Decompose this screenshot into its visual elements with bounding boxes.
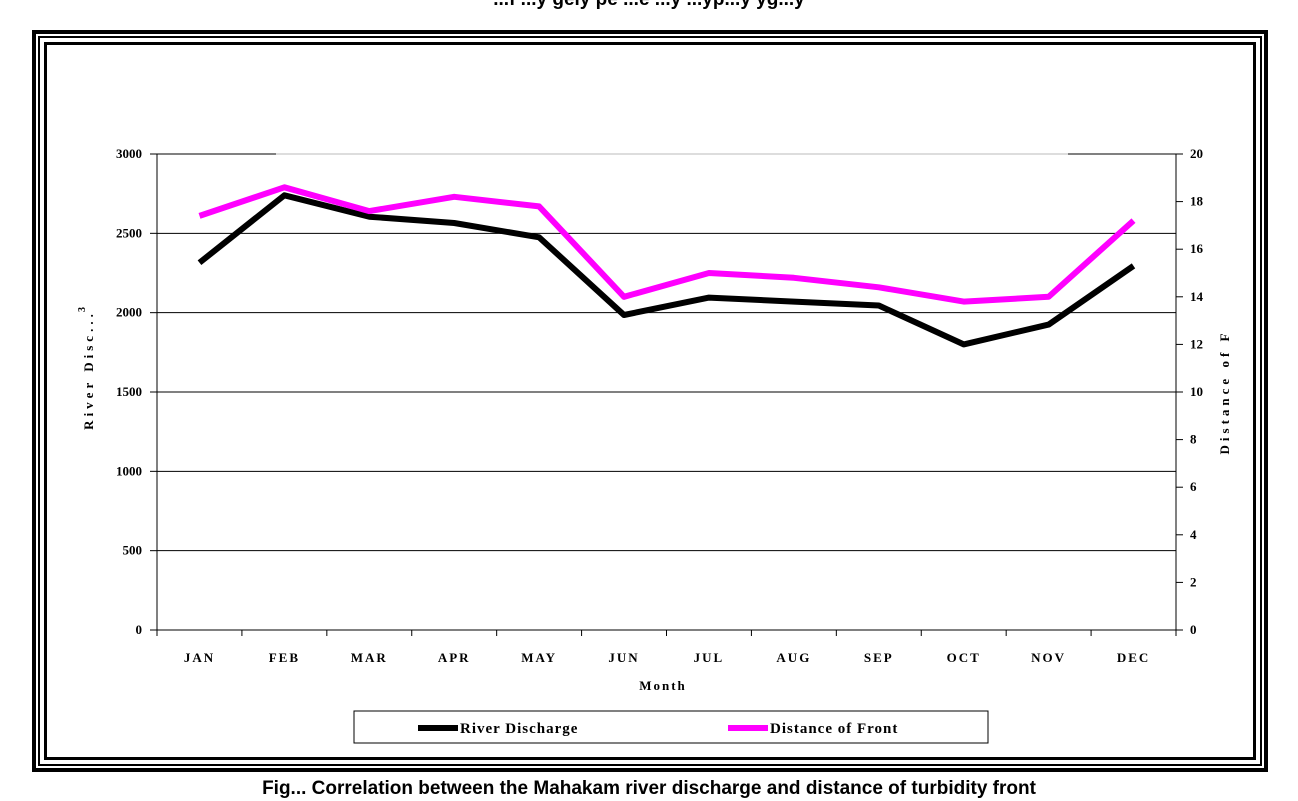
y-left-tick-label: 2500 (116, 225, 142, 240)
y-right-tick-label: 14 (1190, 289, 1204, 304)
x-tick-label-may: MAY (521, 650, 557, 665)
x-tick-label-sep: SEP (864, 650, 894, 665)
chart-frame-middle (38, 36, 1262, 766)
y-axis-right-title: Distance of F (1217, 330, 1232, 455)
y-right-tick-label: 20 (1190, 146, 1203, 161)
x-tick-label-feb: FEB (269, 650, 300, 665)
top-caption: ...f ...y gely pe ...e ...y ...yp...y yg… (0, 0, 1298, 11)
x-axis-title: Month (639, 678, 687, 693)
y-right-tick-label: 0 (1190, 622, 1197, 637)
y-right-tick-label: 16 (1190, 241, 1204, 256)
y-right-tick-label: 18 (1190, 194, 1204, 209)
y-left-tick-label: 0 (136, 622, 143, 637)
x-tick-label-oct: OCT (947, 650, 981, 665)
y-left-tick-label: 3000 (116, 146, 142, 161)
y-left-tick-label: 2000 (116, 305, 142, 320)
gridlines (157, 153, 1176, 552)
y-axis-left-title: River Disc... (81, 310, 96, 430)
legend-label-river-discharge: River Discharge (460, 721, 578, 737)
y-left-tick-label: 500 (123, 543, 143, 558)
x-tick-label-apr: APR (438, 650, 471, 665)
legend-label-distance-of-front: Distance of Front (770, 721, 898, 737)
y-right-tick-label: 4 (1190, 527, 1197, 542)
series-line-river-discharge (197, 192, 1136, 348)
axes: 0 500 1000 1500 2000 2500 3000 0 2 4 6 8 10 12 14 16 18 2… (116, 146, 1204, 665)
x-tick-label-aug: AUG (776, 650, 811, 665)
chart-frame-outer (32, 30, 1268, 772)
legend-box (353, 710, 989, 744)
series-lines (197, 184, 1136, 348)
y-axis-left-title-superscript: 3 (77, 307, 88, 312)
x-tick-label-nov: NOV (1031, 650, 1066, 665)
y-right-tick-label: 2 (1190, 574, 1197, 589)
x-tick-label-jun: JUN (608, 650, 639, 665)
y-right-tick-label: 8 (1190, 432, 1197, 447)
chart-frame-inner (44, 42, 1256, 760)
series-line-distance-of-front (198, 184, 1136, 305)
legend: River Discharge Distance of Front (353, 710, 989, 744)
y-right-tick-label: 12 (1190, 336, 1203, 351)
y-right-tick-label: 10 (1190, 384, 1203, 399)
y-left-tick-label: 1000 (116, 463, 142, 478)
bottom-caption: Fig... Correlation between the Mahakam r… (262, 778, 1036, 799)
x-tick-label-mar: MAR (351, 650, 388, 665)
x-tick-label-dec: DEC (1117, 650, 1150, 665)
x-tick-label-jan: JAN (184, 650, 215, 665)
y-right-tick-label: 6 (1190, 479, 1197, 494)
y-left-tick-label: 1500 (116, 384, 142, 399)
x-tick-label-jul: JUL (694, 650, 725, 665)
